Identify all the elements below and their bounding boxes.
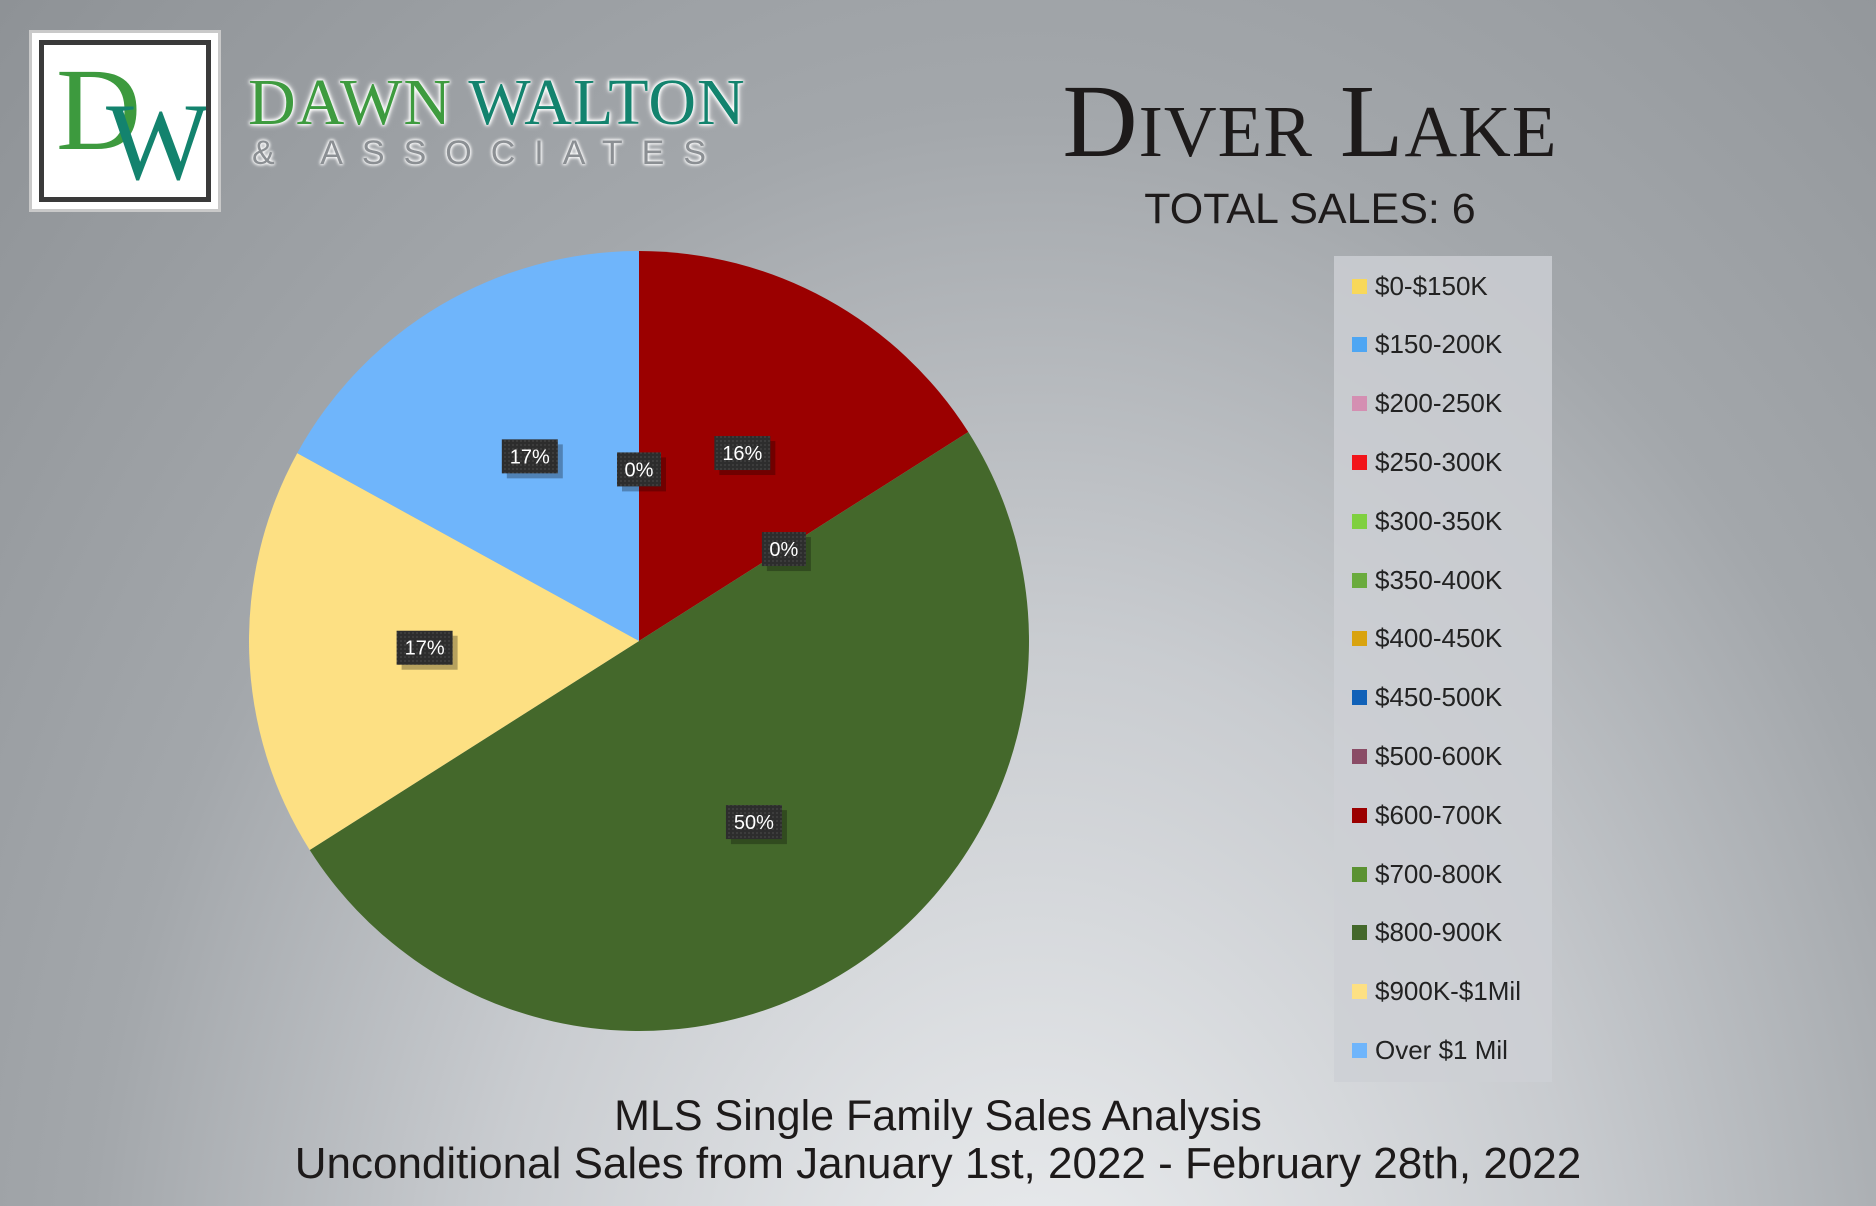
legend-item: $500-600K (1352, 736, 1502, 776)
legend-label: $500-600K (1375, 740, 1503, 771)
svg-text:17%: 17% (510, 446, 550, 468)
legend-swatch (1352, 396, 1367, 412)
legend-swatch (1352, 807, 1367, 823)
svg-text:0%: 0% (625, 459, 654, 481)
data-label: 0% (617, 452, 666, 492)
logo: D W (29, 30, 221, 212)
legend-label: $450-500K (1375, 682, 1503, 713)
brand-name-first: DAWN (248, 66, 452, 139)
legend-item: $0-$150K (1352, 266, 1488, 306)
legend-item: $350-400K (1352, 560, 1502, 600)
pie-slice (297, 251, 639, 641)
legend-swatch (1352, 690, 1367, 706)
brand-name-last: WALTON (468, 66, 746, 139)
brand-subtitle: & ASSOCIATES (252, 134, 726, 172)
pie-slice (639, 251, 969, 641)
logo-letter-w: W (106, 81, 210, 202)
legend-label: $0-$150K (1375, 270, 1488, 301)
svg-text:0%: 0% (769, 539, 798, 561)
legend-item: $200-250K (1352, 384, 1502, 424)
pie-slice (309, 432, 1029, 1031)
legend-swatch (1352, 278, 1367, 294)
legend-swatch (1352, 454, 1367, 470)
chart-title: Diver Lake (1062, 64, 1558, 179)
legend-label: $300-350K (1375, 505, 1503, 536)
legend-label: $150-200K (1375, 329, 1503, 360)
footer-date-range: Unconditional Sales from January 1st, 20… (294, 1139, 1582, 1188)
legend-label: $400-450K (1375, 623, 1503, 654)
legend-label: $900K-$1Mil (1375, 976, 1521, 1007)
legend-item: $250-300K (1352, 442, 1502, 482)
legend-swatch (1352, 925, 1367, 941)
legend-item: $150-200K (1352, 325, 1502, 365)
legend-item: $900K-$1Mil (1352, 972, 1521, 1012)
data-label: 16% (714, 436, 776, 476)
legend-item: $600-700K (1352, 795, 1502, 835)
legend-item: $700-800K (1352, 854, 1502, 894)
legend-swatch (1352, 572, 1367, 588)
logo-frame: D W (39, 40, 211, 202)
legend-item: $300-350K (1352, 501, 1502, 541)
legend-swatch (1352, 513, 1367, 529)
legend-label: $600-700K (1375, 799, 1503, 830)
legend-item: Over $1 Mil (1352, 1030, 1508, 1070)
legend-label: $800-900K (1375, 917, 1503, 948)
svg-text:16%: 16% (722, 443, 762, 465)
data-label: 0% (761, 532, 811, 572)
legend-swatch (1352, 1042, 1367, 1058)
svg-text:17%: 17% (405, 638, 445, 660)
legend-label: Over $1 Mil (1375, 1034, 1508, 1065)
total-sales: TOTAL SALES: 6 (1144, 185, 1476, 233)
legend-swatch (1352, 866, 1367, 882)
legend-item: $800-900K (1352, 913, 1502, 953)
data-label: 17% (396, 630, 458, 670)
legend-item: $450-500K (1352, 678, 1502, 718)
legend-label: $250-300K (1375, 446, 1503, 477)
legend-label: $700-800K (1375, 858, 1503, 889)
brand-name: DAWN WALTON (248, 70, 746, 136)
legend-label: $200-250K (1375, 388, 1503, 419)
logo-letter-d: D (56, 44, 142, 175)
legend-swatch (1352, 748, 1367, 764)
legend: $0-$150K $150-200K $200-250K $250-300K $300-… (1334, 256, 1552, 1082)
legend-swatch (1352, 984, 1367, 1000)
legend-swatch (1352, 631, 1367, 647)
data-label: 17% (501, 439, 563, 479)
footer-title: MLS Single Family Sales Analysis (614, 1092, 1262, 1140)
legend-item: $400-450K (1352, 619, 1502, 659)
legend-swatch (1352, 337, 1367, 353)
svg-text:50%: 50% (734, 812, 774, 834)
legend-label: $350-400K (1375, 564, 1503, 595)
data-label: 50% (725, 805, 787, 845)
